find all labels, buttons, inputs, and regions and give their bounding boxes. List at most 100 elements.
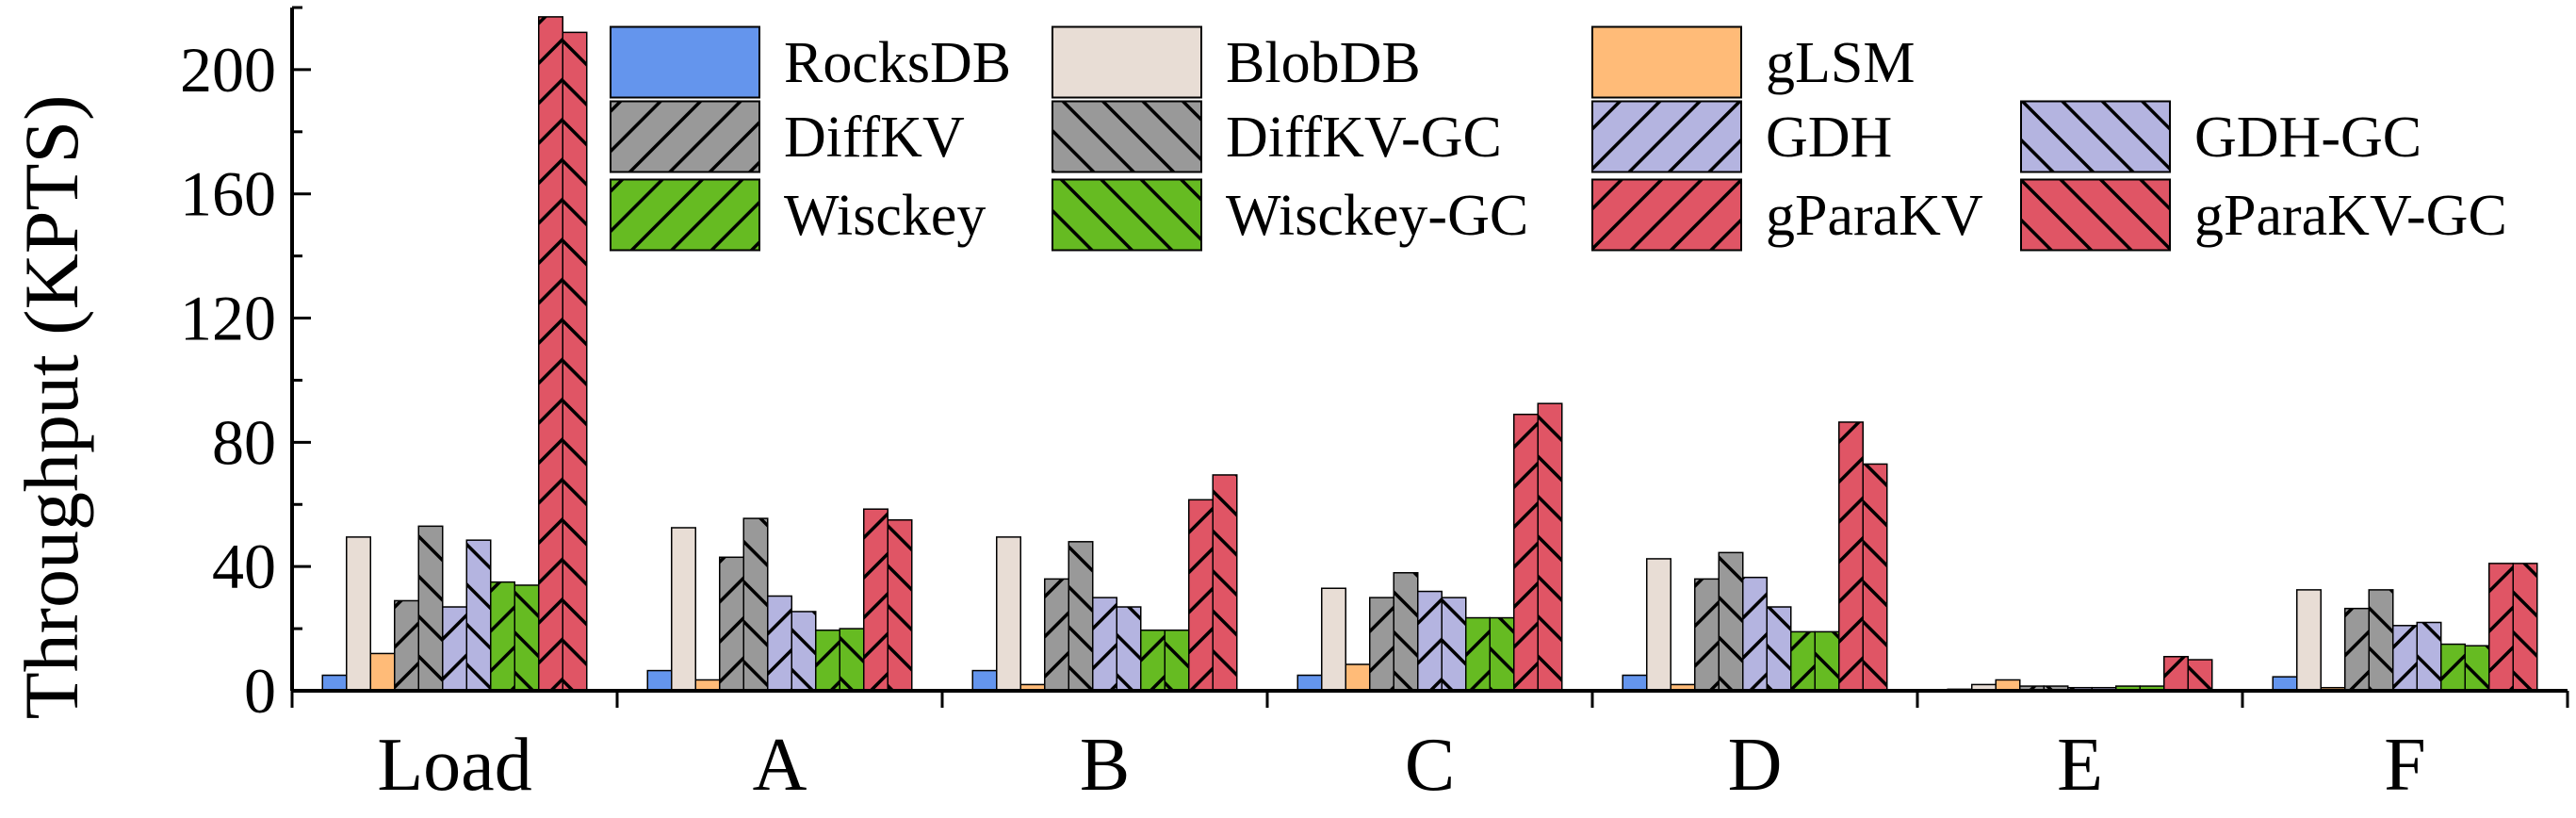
- bar-hatch-wisckey-gc-a: [840, 629, 864, 691]
- bar-rocksdb-c: [1296, 674, 1323, 692]
- legend-swatch-hatch-gdh-gc: [2021, 101, 2170, 172]
- y-tick-label-40: 40: [212, 531, 276, 602]
- legend-label-glsm: gLSM: [1766, 31, 1915, 95]
- bar-hatch-gdh-gc-a: [791, 611, 816, 691]
- bar-rocksdb-d: [1622, 674, 1648, 692]
- x-tick-label-d: D: [1728, 724, 1783, 807]
- bar-glsm-load: [369, 652, 396, 692]
- bar-hatch-gdh-f: [2392, 625, 2418, 691]
- bar-hatch-diffkv-gc-f: [2369, 589, 2393, 691]
- legend-item-wisckey-gc: Wisckey-GC: [1052, 178, 1528, 252]
- bar-hatch-gparakv-gc-a: [888, 519, 912, 691]
- bar-hatch-wisckey-e: [2115, 686, 2141, 691]
- bar-hatch-wisckey-gc-c: [1490, 617, 1514, 691]
- legend-swatch-hatch-wisckey: [611, 179, 759, 251]
- bar-rocksdb-load: [321, 674, 348, 692]
- legend-item-glsm: gLSM: [1591, 25, 1915, 99]
- legend-swatch-blobdb: [1052, 25, 1202, 99]
- bar-hatch-diffkv-d: [1694, 579, 1720, 691]
- bar-group-b: [971, 474, 1238, 692]
- bar-hatch-gparakv-f: [2488, 563, 2514, 691]
- bar-hatch-diffkv-f: [2344, 608, 2370, 691]
- legend: RocksDB BlobDB gLSM DiffKV DiffKV-GC GDH GDH-G…: [610, 25, 2507, 252]
- legend-swatch-hatch-wisckey-gc: [1052, 179, 1201, 251]
- legend-item-gparakv-gc: gParaKV-GC: [2020, 178, 2507, 252]
- bar-hatch-diffkv-gc-b: [1068, 541, 1093, 691]
- legend-label-wisckey-gc: Wisckey-GC: [1226, 184, 1528, 248]
- bar-hatch-wisckey-c: [1465, 617, 1491, 691]
- bar-blobdb-d: [1646, 558, 1671, 692]
- bar-hatch-gparakv-gc-e: [2188, 660, 2212, 691]
- bar-hatch-wisckey-gc-d: [1815, 631, 1839, 691]
- legend-label-gdh: GDH: [1766, 106, 1892, 170]
- bar-hatch-gparakv-gc-load: [562, 32, 587, 691]
- legend-label-gparakv: gParaKV: [1766, 184, 1983, 248]
- legend-item-gdh-gc: GDH-GC: [2020, 100, 2421, 173]
- legend-label-blobdb: BlobDB: [1226, 31, 1421, 95]
- legend-label-diffkv-gc: DiffKV-GC: [1226, 106, 1502, 170]
- bar-hatch-gdh-b: [1092, 597, 1117, 691]
- legend-item-blobdb: BlobDB: [1052, 25, 1421, 99]
- legend-item-gparakv: gParaKV: [1591, 178, 1983, 252]
- bar-group-e: [1947, 656, 2213, 692]
- y-tick-label-160: 160: [180, 158, 276, 230]
- bar-hatch-gparakv-gc-b: [1213, 474, 1237, 691]
- bar-blobdb-c: [1321, 587, 1346, 692]
- bar-hatch-gparakv-gc-c: [1538, 403, 1562, 691]
- legend-label-rocksdb: RocksDB: [784, 31, 1011, 95]
- bar-hatch-gparakv-load: [538, 16, 563, 692]
- bar-rocksdb-b: [971, 669, 998, 692]
- bar-hatch-wisckey-gc-e: [2140, 686, 2164, 691]
- bar-hatch-wisckey-load: [490, 581, 515, 691]
- bar-hatch-gparakv-gc-f: [2513, 563, 2537, 691]
- x-tick-label-a: A: [753, 724, 807, 807]
- bar-hatch-gdh-gc-load: [466, 540, 491, 691]
- bar-hatch-gparakv-e: [2163, 656, 2189, 691]
- legend-item-diffkv-gc: DiffKV-GC: [1052, 100, 1502, 173]
- legend-swatch-hatch-gdh: [1592, 101, 1741, 172]
- bar-hatch-diffkv-gc-a: [743, 518, 768, 691]
- bar-hatch-gdh-gc-f: [2417, 622, 2441, 691]
- legend-label-gdh-gc: GDH-GC: [2194, 106, 2421, 170]
- axes-layer: 0 40 80 120 160 200 Load A B C D E F: [180, 6, 2569, 807]
- bar-hatch-gparakv-b: [1188, 499, 1214, 691]
- x-tick-label-f: F: [2384, 724, 2426, 807]
- bar-group-d: [1622, 421, 1888, 692]
- bar-hatch-gdh-c: [1417, 591, 1443, 691]
- bar-rocksdb-a: [646, 669, 673, 692]
- bars-layer: [321, 16, 2538, 692]
- legend-label-wisckey: Wisckey: [784, 184, 986, 248]
- legend-swatch-hatch-diffkv: [611, 101, 759, 172]
- bar-hatch-gdh-gc-d: [1767, 607, 1791, 691]
- bar-group-f: [2272, 563, 2538, 692]
- legend-swatch-hatch-diffkv-gc: [1052, 101, 1201, 172]
- bar-hatch-wisckey-d: [1790, 631, 1816, 691]
- legend-label-diffkv: DiffKV: [784, 106, 965, 170]
- bar-blobdb-f: [2296, 589, 2322, 692]
- y-tick-label-80: 80: [212, 406, 276, 478]
- y-axis-title: Throughput (KPTS): [8, 95, 94, 720]
- bar-hatch-diffkv-gc-load: [418, 526, 443, 691]
- x-tick-label-load: Load: [377, 724, 531, 807]
- bar-hatch-gdh-d: [1742, 577, 1768, 691]
- bar-group-c: [1296, 402, 1563, 692]
- legend-swatch-glsm: [1591, 25, 1742, 99]
- bar-hatch-diffkv-b: [1044, 579, 1069, 691]
- bar-hatch-diffkv-gc-c: [1394, 572, 1418, 691]
- bar-hatch-gparakv-d: [1838, 421, 1864, 691]
- bar-hatch-gparakv-c: [1513, 414, 1539, 691]
- y-tick-label-200: 200: [180, 34, 276, 106]
- bar-hatch-gdh-gc-b: [1117, 607, 1141, 691]
- legend-item-wisckey: Wisckey: [610, 178, 986, 252]
- bar-hatch-wisckey-gc-b: [1165, 630, 1189, 691]
- bar-hatch-gdh-a: [767, 596, 792, 691]
- legend-label-gparakv-gc: gParaKV-GC: [2194, 184, 2507, 248]
- bar-hatch-wisckey-gc-load: [514, 584, 539, 691]
- legend-item-gdh: GDH: [1591, 100, 1892, 173]
- legend-swatch-rocksdb: [610, 25, 760, 99]
- bar-blobdb-a: [671, 527, 696, 692]
- bar-hatch-diffkv-gc-d: [1719, 552, 1743, 691]
- bar-hatch-gparakv-gc-d: [1863, 464, 1887, 691]
- bar-hatch-diffkv-gc-e: [2044, 686, 2068, 691]
- legend-swatch-hatch-gparakv-gc: [2021, 179, 2170, 251]
